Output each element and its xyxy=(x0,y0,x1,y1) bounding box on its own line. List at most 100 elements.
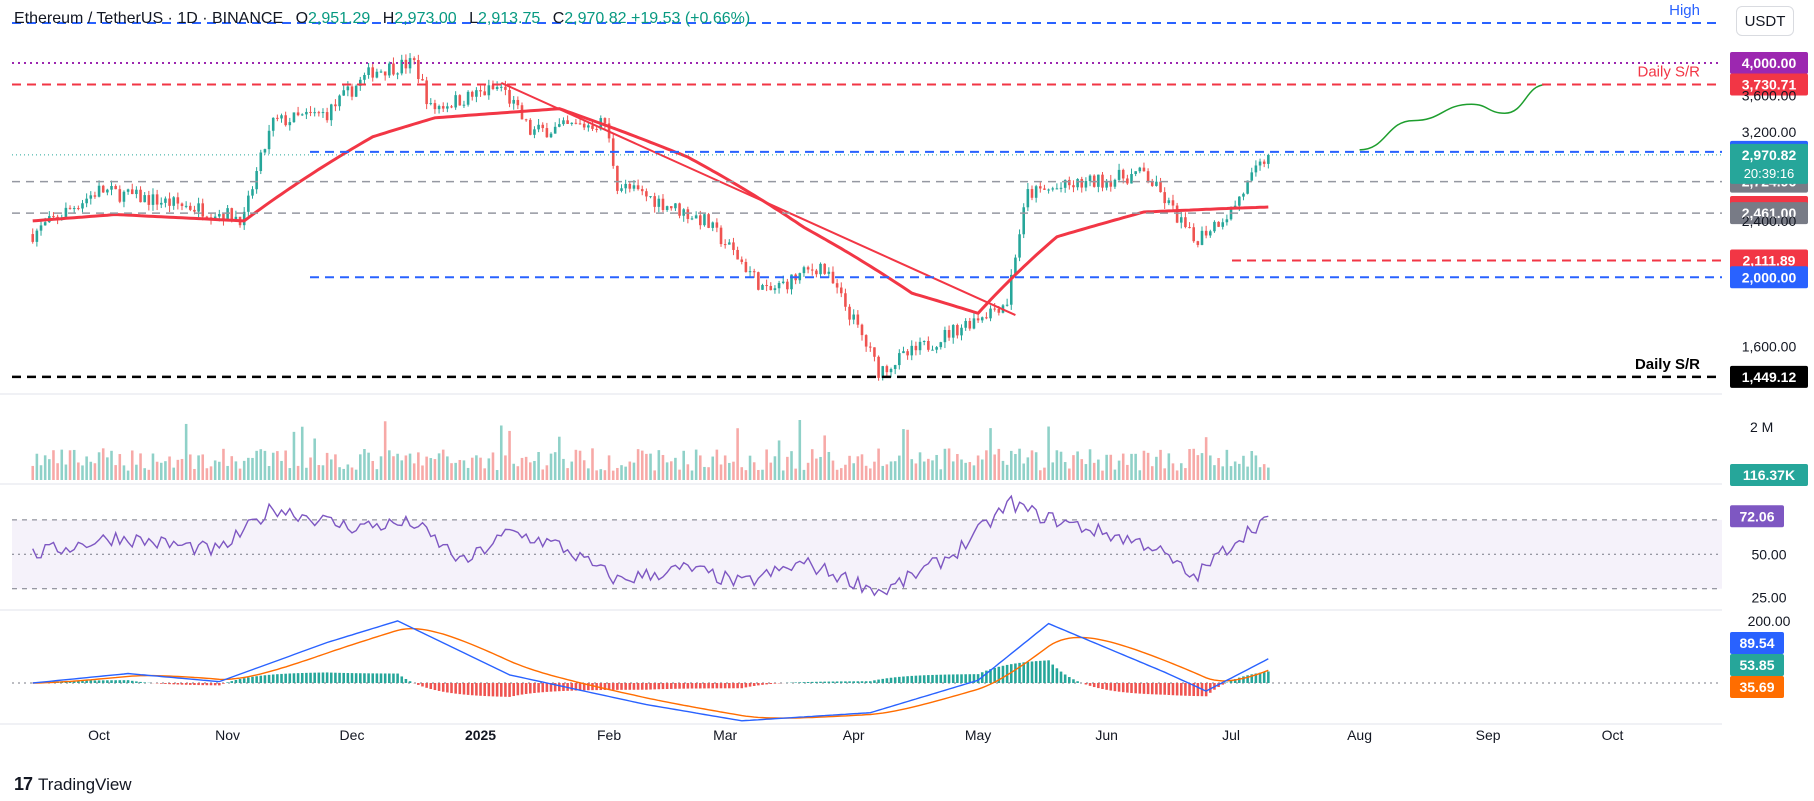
candle[interactable] xyxy=(848,304,851,326)
candle[interactable] xyxy=(1055,183,1059,190)
candle[interactable] xyxy=(1088,174,1092,187)
candle[interactable] xyxy=(980,316,984,323)
candle[interactable] xyxy=(288,117,292,131)
candle[interactable] xyxy=(176,192,180,210)
candle[interactable] xyxy=(93,191,97,199)
candle[interactable] xyxy=(130,183,134,195)
candle[interactable] xyxy=(1254,160,1258,177)
candle[interactable] xyxy=(184,201,188,209)
candle[interactable] xyxy=(752,268,756,278)
candle[interactable] xyxy=(1262,159,1266,168)
candle[interactable] xyxy=(1192,223,1195,243)
price-pane[interactable] xyxy=(31,53,1547,381)
candle[interactable] xyxy=(860,323,864,341)
candle[interactable] xyxy=(620,184,623,193)
candle[interactable] xyxy=(806,265,810,274)
candle[interactable] xyxy=(1209,229,1212,238)
candle[interactable] xyxy=(653,192,656,213)
candle[interactable] xyxy=(1196,240,1200,248)
candle[interactable] xyxy=(1034,184,1038,203)
candle[interactable] xyxy=(802,265,806,277)
candle[interactable] xyxy=(537,119,540,133)
candle[interactable] xyxy=(711,221,715,232)
candle[interactable] xyxy=(1184,212,1187,229)
candle[interactable] xyxy=(694,211,698,219)
candle[interactable] xyxy=(831,266,835,284)
candle[interactable] xyxy=(392,57,395,76)
candle[interactable] xyxy=(545,122,549,138)
rsi-line[interactable] xyxy=(32,494,1269,597)
candle[interactable] xyxy=(1117,163,1121,182)
candle[interactable] xyxy=(458,94,462,106)
candle[interactable] xyxy=(669,206,673,211)
candle[interactable] xyxy=(927,336,930,352)
candle[interactable] xyxy=(1076,178,1079,191)
candle[interactable] xyxy=(1171,194,1175,212)
candle[interactable] xyxy=(972,312,976,330)
candle[interactable] xyxy=(777,280,781,294)
candle[interactable] xyxy=(1146,168,1150,184)
candle[interactable] xyxy=(172,196,175,210)
candle[interactable] xyxy=(549,131,553,139)
candle[interactable] xyxy=(918,337,922,355)
candle[interactable] xyxy=(674,203,677,211)
candle[interactable] xyxy=(89,191,93,205)
candle[interactable] xyxy=(885,364,889,377)
candle[interactable] xyxy=(1250,167,1254,182)
candle[interactable] xyxy=(77,205,80,211)
candle[interactable] xyxy=(1221,218,1225,230)
candle[interactable] xyxy=(935,345,938,354)
candle[interactable] xyxy=(379,69,383,73)
candle[interactable] xyxy=(1109,174,1113,192)
candle[interactable] xyxy=(574,118,578,125)
candle[interactable] xyxy=(1163,187,1166,210)
candle[interactable] xyxy=(815,268,818,278)
candle[interactable] xyxy=(1072,180,1075,193)
candle[interactable] xyxy=(110,180,113,196)
candle[interactable] xyxy=(354,84,358,98)
candle[interactable] xyxy=(765,279,768,292)
candle[interactable] xyxy=(1179,211,1183,229)
candle[interactable] xyxy=(823,263,826,275)
candle[interactable] xyxy=(504,80,507,96)
candle[interactable] xyxy=(566,115,569,125)
candle[interactable] xyxy=(624,179,627,194)
candle[interactable] xyxy=(968,317,972,331)
candle[interactable] xyxy=(350,83,354,101)
candle[interactable] xyxy=(989,305,992,322)
candle[interactable] xyxy=(114,184,117,190)
candle[interactable] xyxy=(180,202,184,211)
candle[interactable] xyxy=(1047,188,1050,194)
candle[interactable] xyxy=(97,180,101,198)
candle[interactable] xyxy=(736,246,739,260)
candle[interactable] xyxy=(483,85,486,96)
candle[interactable] xyxy=(769,282,773,291)
candle[interactable] xyxy=(367,62,370,79)
candle[interactable] xyxy=(263,148,267,155)
candle[interactable] xyxy=(939,341,943,350)
candle[interactable] xyxy=(1022,203,1025,239)
candle[interactable] xyxy=(678,202,681,219)
candle[interactable] xyxy=(441,102,445,113)
candle[interactable] xyxy=(159,197,163,209)
candle[interactable] xyxy=(396,72,399,80)
candle[interactable] xyxy=(164,196,167,208)
candle[interactable] xyxy=(31,228,35,244)
candle[interactable] xyxy=(636,179,640,191)
candle[interactable] xyxy=(201,198,205,221)
candle[interactable] xyxy=(317,110,321,117)
candle[interactable] xyxy=(1167,197,1171,206)
candle[interactable] xyxy=(267,124,271,155)
candle[interactable] xyxy=(914,341,918,356)
candle[interactable] xyxy=(864,334,868,352)
candle[interactable] xyxy=(951,324,955,344)
candle[interactable] xyxy=(300,113,304,116)
candle[interactable] xyxy=(338,94,341,111)
candle[interactable] xyxy=(649,196,652,199)
candle[interactable] xyxy=(421,73,424,81)
candle[interactable] xyxy=(757,271,760,291)
candle[interactable] xyxy=(844,288,847,311)
candle[interactable] xyxy=(404,54,408,74)
candle[interactable] xyxy=(346,81,350,97)
